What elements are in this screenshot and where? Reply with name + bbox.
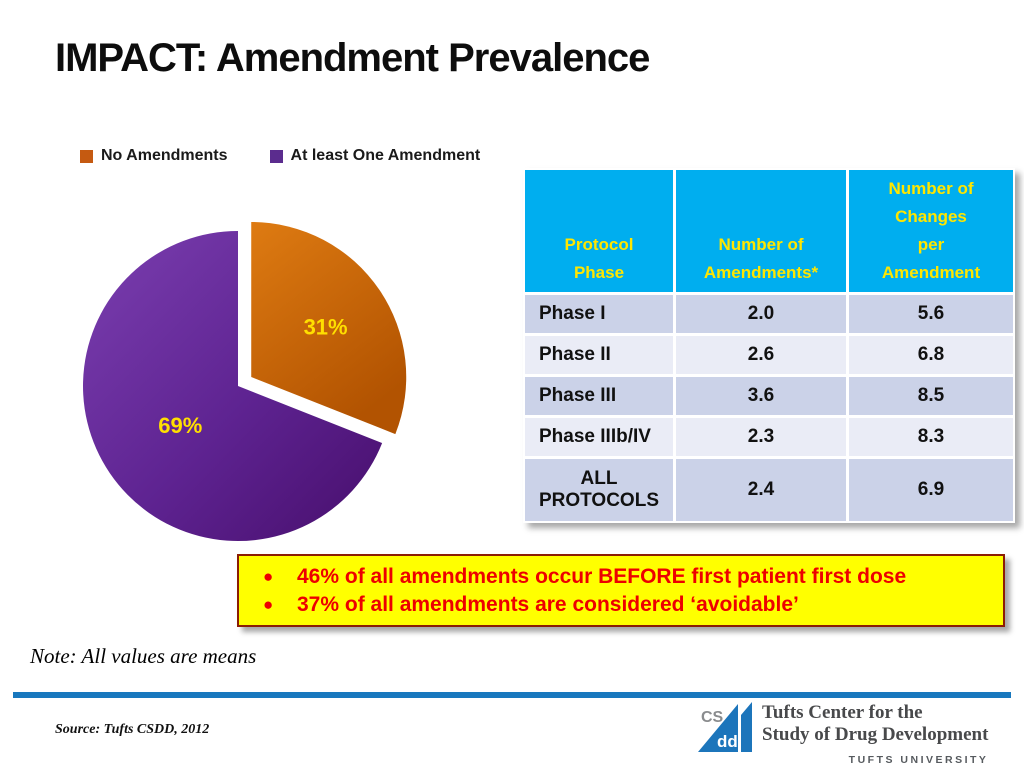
amendments-table: Protocol Phase Number of Amendments* Num… bbox=[523, 168, 1015, 523]
org-university: TUFTS UNIVERSITY bbox=[848, 754, 989, 766]
callout-text: 46% of all amendments occur BEFORE first… bbox=[297, 564, 907, 588]
table-cell-amendments: 2.3 bbox=[676, 418, 846, 456]
table-cell-phase: Phase II bbox=[525, 336, 673, 374]
table-header-protocol-phase: Protocol Phase bbox=[525, 170, 673, 292]
pie-legend: No Amendments At least One Amendment bbox=[80, 147, 480, 165]
table-cell-changes: 8.3 bbox=[849, 418, 1013, 456]
slide-title: IMPACT: Amendment Prevalence bbox=[55, 36, 650, 80]
table-cell-amendments: 2.4 bbox=[676, 459, 846, 521]
table-cell-phase: Phase I bbox=[525, 295, 673, 333]
legend-item-no-amendments: No Amendments bbox=[80, 147, 228, 165]
bullet-icon: ● bbox=[263, 594, 274, 614]
table-cell-changes: 6.9 bbox=[849, 459, 1013, 521]
legend-item-at-least-one: At least One Amendment bbox=[269, 147, 481, 165]
table-cell-phase: Phase IIIb/IV bbox=[525, 418, 673, 456]
table-cell-amendments: 2.6 bbox=[676, 336, 846, 374]
org-name-line2: Study of Drug Development bbox=[762, 724, 989, 745]
legend-label: No Amendments bbox=[101, 147, 228, 164]
table-cell-changes: 6.8 bbox=[849, 336, 1013, 374]
callout-box: ● 46% of all amendments occur BEFORE fir… bbox=[237, 554, 1005, 627]
table-cell-amendments: 2.0 bbox=[676, 295, 846, 333]
callout-text: 37% of all amendments are considered ‘av… bbox=[297, 592, 799, 616]
pie-chart: 31% 69% bbox=[60, 210, 440, 570]
org-name-line1: Tufts Center for the bbox=[762, 702, 923, 723]
table-header-changes-per-amendment: Number of Changes per Amendment bbox=[849, 170, 1013, 292]
source-text: Source: Tufts CSDD, 2012 bbox=[55, 722, 210, 737]
pie-slice-1 bbox=[83, 231, 383, 541]
pie-slice-0 bbox=[251, 222, 407, 435]
table-cell-phase: ALL PROTOCOLS bbox=[525, 459, 673, 521]
pie-label-1: 69% bbox=[158, 413, 202, 438]
table-header-number-of-amendments: Number of Amendments* bbox=[676, 170, 846, 292]
pie-label-0: 31% bbox=[304, 314, 348, 339]
legend-label: At least One Amendment bbox=[290, 147, 481, 164]
table-cell-changes: 5.6 bbox=[849, 295, 1013, 333]
legend-swatch-purple-icon bbox=[269, 149, 283, 163]
table-cell-changes: 8.5 bbox=[849, 377, 1013, 415]
note-text: Note: All values are means bbox=[30, 644, 257, 668]
callout-bullet-1: ● 46% of all amendments occur BEFORE fir… bbox=[263, 565, 1003, 589]
table-cell-phase: Phase III bbox=[525, 377, 673, 415]
legend-swatch-orange-icon bbox=[80, 149, 93, 163]
org-name: Tufts Center for the Study of Drug Devel… bbox=[762, 702, 988, 771]
callout-bullet-2: ● 37% of all amendments are considered ‘… bbox=[263, 593, 1003, 617]
csdd-logo-icon: CS dd bbox=[698, 702, 752, 752]
footer-divider bbox=[13, 692, 1011, 698]
pie-chart-svg: 31% 69% bbox=[83, 222, 407, 541]
table-cell-amendments: 3.6 bbox=[676, 377, 846, 415]
bullet-icon: ● bbox=[263, 566, 274, 586]
tufts-csdd-logo: CS dd Tufts Center for the Study of Drug… bbox=[698, 702, 988, 771]
svg-text:dd: dd bbox=[717, 732, 738, 751]
svg-text:CS: CS bbox=[701, 709, 724, 726]
